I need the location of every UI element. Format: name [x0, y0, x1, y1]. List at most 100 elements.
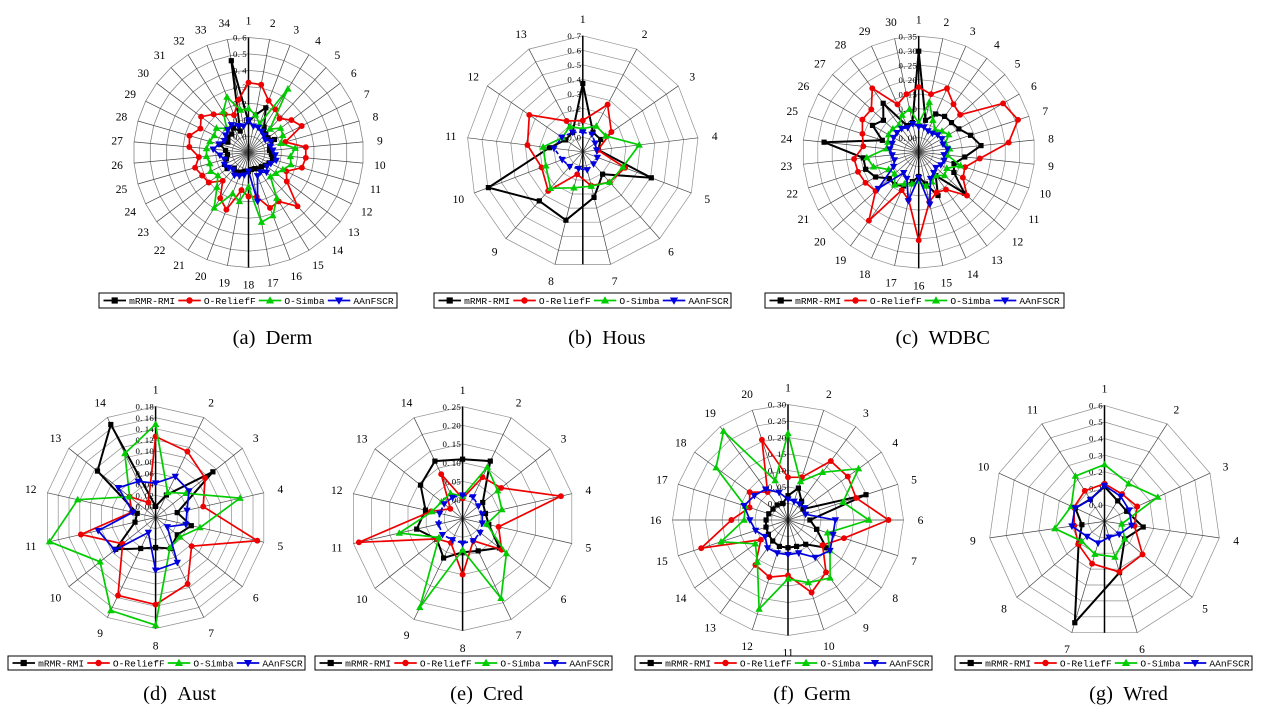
svg-text:0. 20: 0. 20: [442, 421, 461, 431]
svg-text:18: 18: [859, 269, 871, 281]
svg-text:7: 7: [1064, 644, 1070, 656]
svg-text:18: 18: [243, 280, 255, 292]
svg-text:23: 23: [137, 227, 149, 239]
svg-text:0. 4: 0. 4: [233, 66, 247, 76]
svg-text:0. 0: 0. 0: [1089, 500, 1103, 510]
svg-text:27: 27: [111, 136, 123, 148]
svg-text:0. 4: 0. 4: [567, 75, 581, 85]
svg-text:9: 9: [492, 247, 498, 259]
svg-text:mRMR-RMI: mRMR-RMI: [665, 659, 711, 670]
svg-text:5: 5: [911, 474, 917, 486]
svg-text:18: 18: [675, 437, 687, 449]
svg-text:30: 30: [885, 17, 897, 29]
svg-text:5: 5: [586, 543, 592, 555]
svg-text:14: 14: [332, 245, 344, 257]
svg-text:0. 25: 0. 25: [442, 402, 461, 412]
svg-text:4: 4: [278, 484, 284, 496]
svg-text:0. 02: 0. 02: [135, 491, 154, 501]
svg-text:13: 13: [704, 622, 716, 634]
svg-text:19: 19: [218, 278, 230, 290]
svg-text:0. 14: 0. 14: [135, 424, 154, 434]
svg-text:8: 8: [1001, 604, 1007, 616]
svg-text:2: 2: [1174, 405, 1180, 417]
svg-text:0. 0: 0. 0: [233, 131, 247, 141]
svg-text:0. 35: 0. 35: [899, 31, 918, 41]
svg-text:2: 2: [642, 29, 648, 41]
svg-text:7: 7: [1042, 106, 1048, 118]
svg-text:29: 29: [125, 89, 137, 101]
svg-text:3: 3: [970, 26, 976, 38]
svg-text:17: 17: [885, 277, 897, 289]
svg-text:O-Simba: O-Simba: [1140, 659, 1181, 670]
svg-text:30: 30: [137, 68, 149, 80]
svg-text:12: 12: [331, 485, 343, 497]
svg-text:24: 24: [125, 207, 137, 219]
svg-text:3: 3: [863, 408, 869, 420]
svg-text:4: 4: [994, 40, 1000, 52]
svg-text:8: 8: [548, 276, 554, 288]
svg-text:AAnFSCR: AAnFSCR: [688, 296, 729, 307]
svg-text:11: 11: [1027, 405, 1038, 417]
svg-text:AAnFSCR: AAnFSCR: [889, 659, 930, 670]
svg-text:21: 21: [173, 260, 185, 272]
svg-text:12: 12: [468, 71, 480, 83]
svg-text:O-Simba: O-Simba: [619, 296, 660, 307]
svg-text:4: 4: [315, 36, 321, 48]
svg-text:2: 2: [270, 18, 276, 30]
svg-text:6: 6: [561, 594, 567, 606]
svg-text:7: 7: [208, 628, 214, 640]
svg-text:O-Simba: O-Simba: [284, 296, 325, 307]
svg-text:1: 1: [460, 385, 466, 397]
svg-text:0. 16: 0. 16: [135, 413, 154, 423]
svg-text:13: 13: [991, 255, 1003, 267]
svg-text:mRMR-RMI: mRMR-RMI: [38, 659, 84, 670]
svg-text:4: 4: [1233, 536, 1239, 548]
svg-text:O-ReliefF: O-ReliefF: [870, 296, 922, 307]
svg-text:19: 19: [704, 408, 716, 420]
svg-text:16: 16: [290, 271, 302, 283]
svg-text:AAnFSCR: AAnFSCR: [1209, 659, 1250, 670]
svg-text:14: 14: [967, 269, 979, 281]
svg-text:31: 31: [154, 50, 166, 62]
svg-text:13: 13: [50, 433, 62, 445]
svg-text:0. 3: 0. 3: [233, 82, 247, 92]
svg-text:27: 27: [814, 58, 826, 70]
svg-text:15: 15: [941, 277, 953, 289]
svg-text:0. 6: 0. 6: [1089, 401, 1103, 411]
svg-text:0. 10: 0. 10: [135, 446, 154, 456]
svg-text:1: 1: [1102, 384, 1108, 396]
svg-text:6: 6: [918, 515, 924, 527]
svg-text:7: 7: [612, 276, 618, 288]
svg-text:(f) Germ: (f) Germ: [773, 683, 850, 705]
svg-text:0. 05: 0. 05: [768, 482, 787, 492]
svg-text:O-ReliefF: O-ReliefF: [113, 659, 165, 670]
svg-text:16: 16: [650, 515, 662, 527]
svg-text:0. 10: 0. 10: [442, 458, 461, 468]
svg-text:22: 22: [786, 188, 798, 200]
svg-text:32: 32: [173, 36, 185, 48]
svg-text:10: 10: [453, 194, 465, 206]
svg-text:9: 9: [863, 622, 869, 634]
svg-text:16: 16: [913, 280, 925, 292]
svg-text:0. 3: 0. 3: [1089, 450, 1103, 460]
svg-text:22: 22: [154, 245, 166, 257]
svg-text:21: 21: [798, 214, 810, 226]
svg-text:O-Simba: O-Simba: [193, 659, 234, 670]
svg-text:7: 7: [911, 556, 917, 568]
svg-text:19: 19: [835, 255, 847, 267]
svg-text:11: 11: [370, 184, 381, 196]
svg-text:5: 5: [278, 541, 284, 553]
svg-text:AAnFSCR: AAnFSCR: [353, 296, 394, 307]
svg-text:3: 3: [253, 433, 259, 445]
svg-text:0. 00: 0. 00: [899, 133, 918, 143]
svg-text:9: 9: [1048, 161, 1054, 173]
svg-text:15: 15: [312, 260, 324, 272]
svg-text:O-Simba: O-Simba: [950, 296, 991, 307]
svg-text:AAnFSCR: AAnFSCR: [1019, 296, 1060, 307]
svg-text:1: 1: [785, 383, 791, 395]
svg-text:5: 5: [1202, 604, 1208, 616]
svg-text:0. 25: 0. 25: [899, 60, 918, 70]
svg-text:12: 12: [741, 641, 753, 653]
svg-text:0. 30: 0. 30: [768, 400, 787, 410]
svg-text:6: 6: [1139, 644, 1145, 656]
